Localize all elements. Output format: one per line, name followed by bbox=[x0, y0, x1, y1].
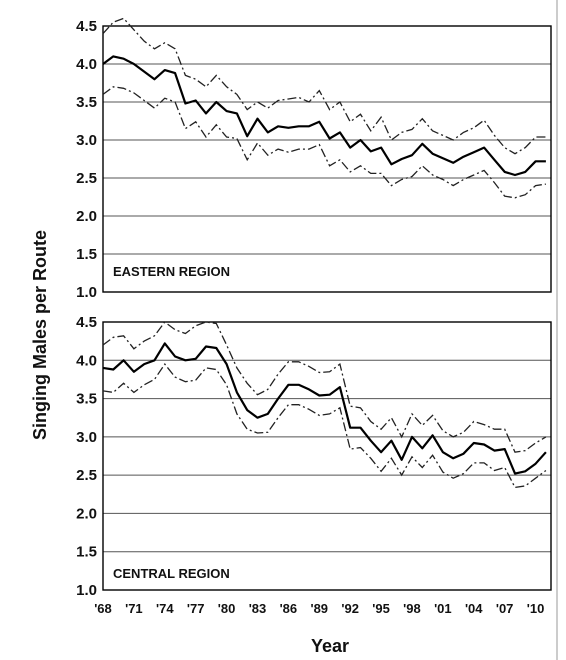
central-y-tick-label: 3.5 bbox=[76, 391, 97, 408]
central-y-tick-label: 4.0 bbox=[76, 352, 97, 369]
eastern-upper-ci-line bbox=[102, 17, 546, 155]
central-plot-frame bbox=[102, 321, 552, 591]
x-tick-label: '80 bbox=[218, 601, 236, 616]
central-y-tick-label: 3.0 bbox=[76, 429, 97, 446]
x-tick-label: '77 bbox=[187, 601, 205, 616]
central-y-tick-label: 1.0 bbox=[76, 582, 97, 599]
central-panel: 1.0 1.5 2.0 2.5 3.0 3.5 4.0 4.5 CENTRAL REGION bbox=[76, 314, 552, 599]
eastern-plot-frame bbox=[102, 25, 552, 293]
eastern-estimate-line bbox=[102, 55, 546, 177]
central-region-label: CENTRAL REGION bbox=[113, 566, 230, 581]
x-tick-label: '74 bbox=[156, 601, 174, 616]
x-tick-label: '95 bbox=[372, 601, 390, 616]
x-tick-label: '07 bbox=[496, 601, 514, 616]
eastern-y-tick-label: 1.5 bbox=[76, 246, 97, 263]
x-tick-label: '83 bbox=[249, 601, 267, 616]
central-estimate-line bbox=[102, 342, 547, 475]
central-upper-ci-line bbox=[102, 321, 547, 453]
x-tick-label: '89 bbox=[310, 601, 328, 616]
eastern-y-tick-label: 1.0 bbox=[76, 284, 97, 301]
eastern-region-label: EASTERN REGION bbox=[113, 264, 230, 279]
x-tick-label: '98 bbox=[403, 601, 421, 616]
x-tick-label: '71 bbox=[125, 601, 143, 616]
eastern-y-tick-label: 4.0 bbox=[76, 56, 97, 73]
x-axis-ticks: '68 '71 '74 '77 '80 '83 '86 '89 '92 '95 '98 '01 '04 '… bbox=[94, 601, 544, 616]
eastern-y-tick-label: 2.5 bbox=[76, 170, 97, 187]
x-tick-label: '10 bbox=[527, 601, 545, 616]
x-axis-title: Year bbox=[311, 636, 349, 656]
x-tick-label: '86 bbox=[280, 601, 298, 616]
central-y-tick-label: 4.5 bbox=[76, 314, 97, 331]
x-tick-label: '92 bbox=[341, 601, 359, 616]
central-y-tick-label: 2.0 bbox=[76, 505, 97, 522]
eastern-panel: 1.0 1.5 2.0 2.5 3.0 3.5 4.0 4.5 EASTERN REGION bbox=[76, 17, 552, 301]
eastern-y-tick-label: 3.0 bbox=[76, 132, 97, 149]
x-tick-label: '04 bbox=[465, 601, 483, 616]
central-lower-ci-line bbox=[102, 362, 547, 489]
central-y-tick-label: 2.5 bbox=[76, 467, 97, 484]
eastern-y-tick-label: 2.0 bbox=[76, 208, 97, 225]
y-axis-title: Singing Males per Route bbox=[30, 230, 50, 440]
eastern-lower-ci-line bbox=[102, 86, 546, 199]
x-tick-label: '68 bbox=[94, 601, 112, 616]
central-y-tick-label: 1.5 bbox=[76, 544, 97, 561]
x-tick-label: '01 bbox=[434, 601, 452, 616]
eastern-y-tick-label: 4.5 bbox=[76, 18, 97, 35]
eastern-y-tick-label: 3.5 bbox=[76, 94, 97, 111]
